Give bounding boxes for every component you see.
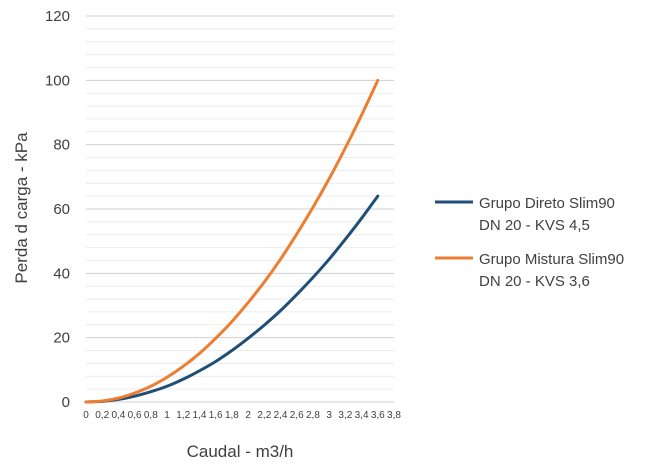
x-tick-label: 2,2 (257, 410, 271, 421)
y-tick-label: 100 (45, 72, 70, 89)
x-tick-label: 3,4 (355, 410, 369, 421)
x-tick-label: 3 (326, 410, 332, 421)
x-tick-label: 2 (245, 410, 251, 421)
x-tick-label: 0,6 (128, 410, 142, 421)
x-tick-label: 1,6 (209, 410, 223, 421)
legend-label-mistura-line1: Grupo Mistura Slim90 (479, 251, 624, 268)
legend-label-mistura-line2: DN 20 - KVS 3,6 (479, 273, 590, 290)
x-tick-label: 1,4 (193, 410, 207, 421)
gridlines (86, 15, 394, 403)
x-tick-label: 1,8 (225, 410, 239, 421)
y-tick-label: 0 (62, 394, 70, 411)
legend-entry-mistura: Grupo Mistura Slim90 DN 20 - KVS 3,6 (435, 251, 624, 290)
series-lines (84, 78, 380, 404)
x-tick-label: 3,2 (338, 410, 352, 421)
y-tick-label: 40 (53, 265, 70, 282)
x-tick-label: 1 (164, 410, 170, 421)
legend-label-direto-line1: Grupo Direto Slim90 (479, 195, 615, 212)
legend: Grupo Direto Slim90 DN 20 - KVS 4,5 Grup… (435, 195, 624, 290)
y-axis-title: Perda d carga - kPa (12, 132, 31, 284)
y-tick-label: 80 (53, 137, 70, 154)
x-tick-label: 2,8 (306, 410, 320, 421)
tick-labels: 0 20 40 60 80 100 120 0 0,2 0,4 0,6 0,8 1 1,2 1,4 1,6 1,… (45, 8, 401, 421)
x-tick-label: 1,2 (176, 410, 190, 421)
legend-entry-direto: Grupo Direto Slim90 DN 20 - KVS 4,5 (435, 195, 615, 234)
legend-label-direto-line2: DN 20 - KVS 4,5 (479, 217, 590, 234)
x-tick-label: 2,6 (290, 410, 304, 421)
y-tick-label: 120 (45, 8, 70, 25)
y-tick-label: 60 (53, 201, 70, 218)
series-line-direto (84, 194, 380, 404)
x-tick-label: 0,8 (144, 410, 158, 421)
y-tick-label: 20 (53, 330, 70, 347)
series-line-mistura (84, 78, 380, 404)
x-tick-label: 0 (83, 410, 89, 421)
x-tick-label: 0,4 (111, 410, 125, 421)
x-tick-label: 3,8 (387, 410, 401, 421)
x-axis-title: Caudal - m3/h (187, 442, 294, 461)
x-tick-label: 0,2 (95, 410, 109, 421)
x-tick-label: 3,6 (371, 410, 385, 421)
x-tick-label: 2,4 (274, 410, 288, 421)
